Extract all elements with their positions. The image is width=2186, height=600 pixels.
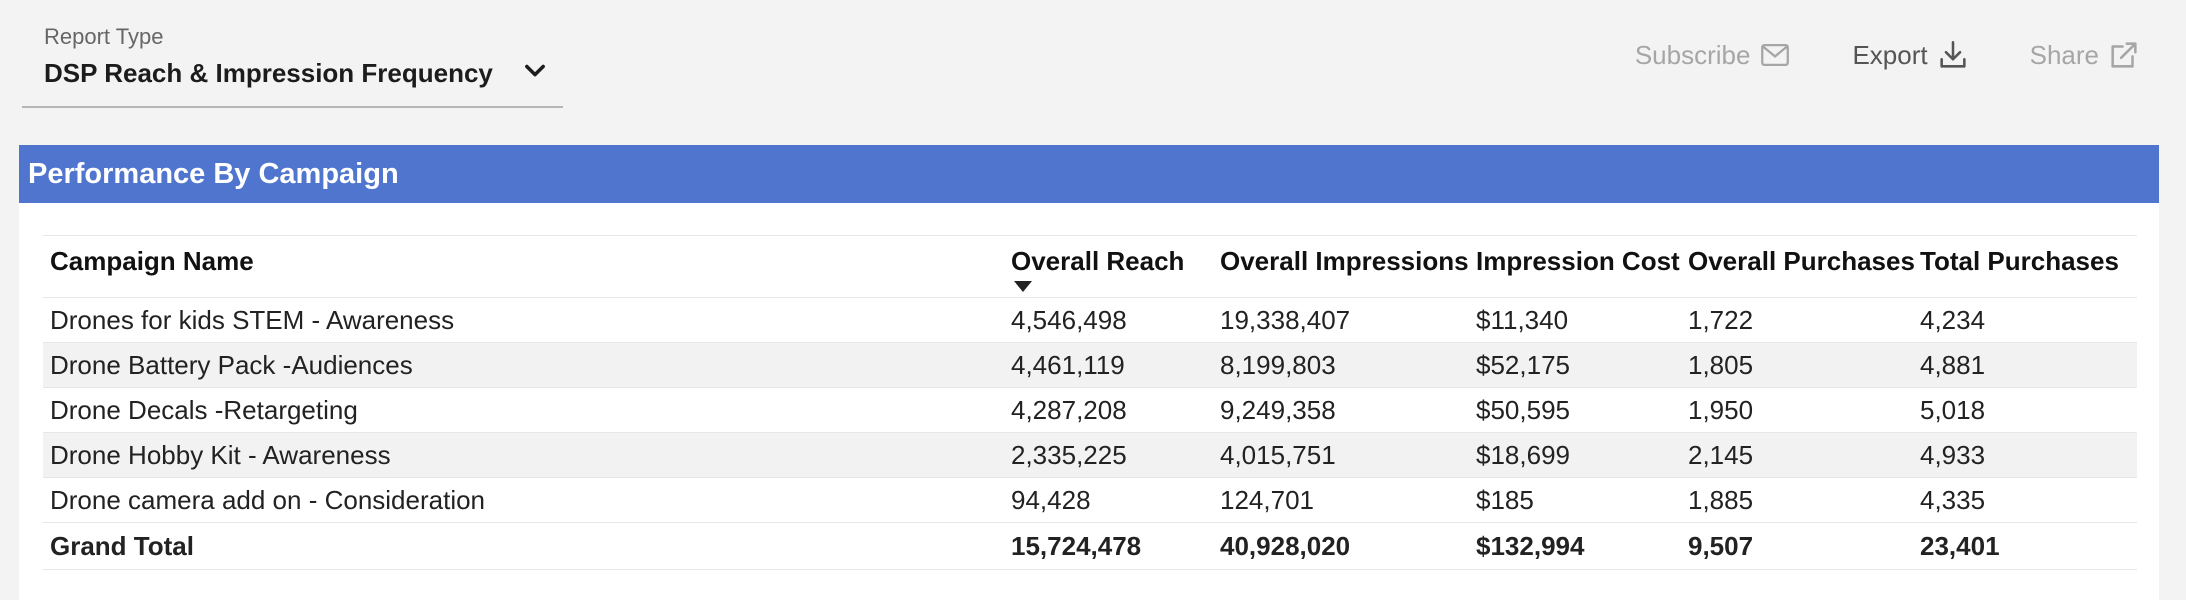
share-label: Share (2029, 39, 2099, 70)
overall-purchases-cell: 1,950 (1688, 394, 1754, 425)
column-header-overall-reach-label: Overall Reach (1011, 246, 1185, 276)
report-type-value[interactable]: DSP Reach & Impression Frequency (44, 58, 493, 88)
external-link-icon (2111, 42, 2137, 68)
total-purchases-cell: 5,018 (1920, 394, 1986, 425)
table-header-row: Campaign Name Overall Reach Overall Impr… (43, 236, 2137, 298)
report-type-label: Report Type (44, 24, 164, 49)
total-impression-cost: $132,994 (1476, 530, 1585, 561)
column-header-total-purchases[interactable]: Total Purchases (1920, 246, 2119, 276)
chevron-down-icon[interactable] (521, 56, 549, 84)
download-icon (1940, 40, 1966, 68)
overall-reach-cell: 94,428 (1011, 484, 1091, 515)
campaign-name-cell: Drone Hobby Kit - Awareness (50, 439, 391, 470)
action-bar: Subscribe Export Share (1635, 38, 2141, 72)
campaign-name-cell: Drone Battery Pack -Audiences (50, 349, 413, 380)
column-header-campaign-name[interactable]: Campaign Name (50, 246, 254, 276)
performance-panel: Performance By Campaign Campaign Name Ov… (19, 145, 2159, 600)
overall-impressions-cell: 124,701 (1220, 484, 1314, 515)
impression-cost-cell: $52,175 (1476, 349, 1570, 380)
campaign-table: Campaign Name Overall Reach Overall Impr… (43, 235, 2137, 570)
total-overall-purchases: 9,507 (1688, 530, 1754, 561)
impression-cost-cell: $185 (1476, 484, 1534, 515)
table-row: Drone Battery Pack -Audiences 4,461,119 … (43, 343, 2137, 388)
export-label: Export (1852, 39, 1928, 70)
overall-reach-cell: 2,335,225 (1011, 439, 1127, 470)
impression-cost-cell: $50,595 (1476, 394, 1570, 425)
total-overall-impressions: 40,928,020 (1220, 530, 1351, 561)
column-header-overall-purchases[interactable]: Overall Purchases (1688, 246, 1915, 276)
table-row: Drone Decals -Retargeting 4,287,208 9,24… (43, 388, 2137, 433)
table-row: Drone Hobby Kit - Awareness 2,335,225 4,… (43, 433, 2137, 478)
subscribe-button[interactable]: Subscribe (1635, 38, 1793, 72)
report-type-dropdown[interactable]: Report Type DSP Reach & Impression Frequ… (22, 20, 563, 108)
table-row: Drone camera add on - Consideration 94,4… (43, 478, 2137, 523)
total-purchases-cell: 4,234 (1920, 304, 1986, 335)
campaign-name-cell: Drone camera add on - Consideration (50, 484, 486, 515)
overall-purchases-cell: 1,722 (1688, 304, 1754, 335)
overall-purchases-cell: 1,805 (1688, 349, 1754, 380)
mail-icon (1761, 43, 1790, 67)
impression-cost-cell: $18,699 (1476, 439, 1570, 470)
overall-impressions-cell: 9,249,358 (1220, 394, 1336, 425)
panel-title: Performance By Campaign (19, 145, 2159, 203)
table-row: Drones for kids STEM - Awareness 4,546,4… (43, 298, 2137, 343)
column-header-impression-cost[interactable]: Impression Cost (1476, 246, 1680, 276)
subscribe-label: Subscribe (1634, 39, 1751, 70)
export-button[interactable]: Export (1852, 38, 1969, 72)
overall-purchases-cell: 1,885 (1688, 484, 1754, 515)
overall-reach-cell: 4,546,498 (1011, 304, 1127, 335)
overall-reach-cell: 4,287,208 (1011, 394, 1127, 425)
overall-purchases-cell: 2,145 (1688, 439, 1754, 470)
campaign-name-cell: Drone Decals -Retargeting (50, 394, 358, 425)
grand-total-label: Grand Total (50, 530, 194, 561)
impression-cost-cell: $11,340 (1476, 304, 1569, 335)
sort-descending-icon[interactable] (1014, 281, 1032, 292)
total-purchases-cell: 4,933 (1920, 439, 1986, 470)
total-purchases-cell: 4,881 (1920, 349, 1986, 380)
total-purchases-cell: 4,335 (1920, 484, 1986, 515)
overall-impressions-cell: 4,015,751 (1220, 439, 1336, 470)
overall-reach-cell: 4,461,119 (1011, 349, 1125, 380)
overall-impressions-cell: 19,338,407 (1220, 304, 1351, 335)
campaign-name-cell: Drones for kids STEM - Awareness (50, 304, 455, 335)
share-button[interactable]: Share (2030, 38, 2141, 72)
column-header-overall-impressions[interactable]: Overall Impressions (1220, 246, 1469, 276)
overall-impressions-cell: 8,199,803 (1220, 349, 1336, 380)
grand-total-row: Grand Total 15,724,478 40,928,020 $132,9… (43, 523, 2137, 570)
total-total-purchases: 23,401 (1920, 530, 2000, 561)
column-header-overall-reach[interactable]: Overall Reach (1004, 246, 1213, 292)
total-overall-reach: 15,724,478 (1011, 530, 1142, 561)
